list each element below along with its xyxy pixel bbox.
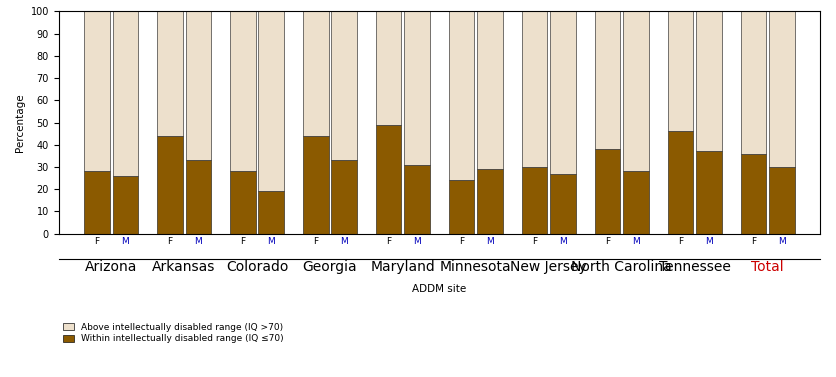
- X-axis label: ADDM site: ADDM site: [412, 284, 466, 294]
- Bar: [230, 11, 255, 172]
- Bar: [623, 11, 648, 172]
- Bar: [448, 180, 474, 234]
- Bar: [404, 165, 430, 234]
- Bar: [258, 11, 283, 192]
- Bar: [84, 11, 110, 172]
- Bar: [331, 11, 357, 160]
- Bar: [549, 11, 575, 174]
- Bar: [477, 11, 502, 169]
- Bar: [157, 11, 182, 136]
- Bar: [375, 11, 401, 125]
- Bar: [521, 167, 547, 234]
- Bar: [303, 136, 329, 234]
- Bar: [623, 172, 648, 234]
- Bar: [303, 11, 329, 136]
- Bar: [667, 132, 692, 234]
- Bar: [186, 11, 211, 160]
- Bar: [696, 11, 721, 152]
- Bar: [157, 136, 182, 234]
- Bar: [230, 172, 255, 234]
- Bar: [521, 11, 547, 167]
- Bar: [448, 11, 474, 180]
- Bar: [768, 11, 793, 167]
- Bar: [594, 11, 619, 149]
- Bar: [375, 125, 401, 234]
- Bar: [258, 192, 283, 234]
- Bar: [404, 11, 430, 165]
- Bar: [768, 167, 793, 234]
- Bar: [549, 174, 575, 234]
- Bar: [740, 11, 765, 154]
- Bar: [113, 11, 138, 176]
- Bar: [84, 172, 110, 234]
- Bar: [667, 11, 692, 132]
- Bar: [740, 154, 765, 234]
- Bar: [696, 152, 721, 234]
- Y-axis label: Percentage: Percentage: [15, 93, 25, 152]
- Bar: [113, 176, 138, 234]
- Bar: [186, 160, 211, 234]
- Bar: [331, 160, 357, 234]
- Bar: [594, 149, 619, 234]
- Legend: Above intellectually disabled range (IQ >70), Within intellectually disabled ran: Above intellectually disabled range (IQ …: [63, 323, 283, 343]
- Bar: [477, 169, 502, 234]
